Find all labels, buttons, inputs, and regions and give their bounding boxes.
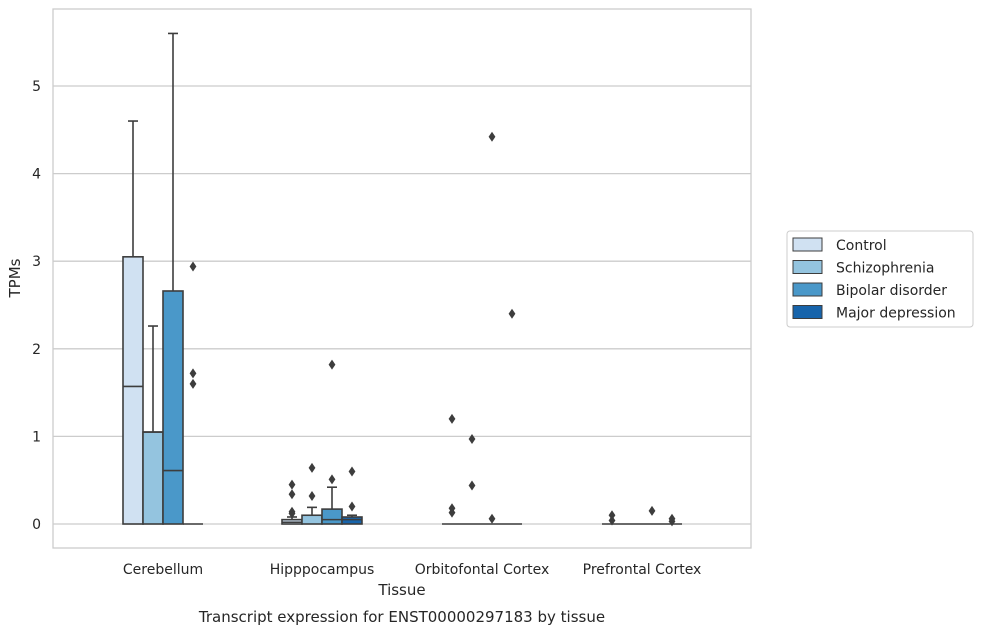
outlier-point bbox=[668, 513, 676, 524]
y-tick-label: 4 bbox=[32, 167, 41, 183]
outlier-point bbox=[308, 490, 316, 501]
outlier-point bbox=[189, 378, 197, 389]
y-tick-label: 2 bbox=[32, 342, 41, 358]
y-axis-label: TPMs bbox=[6, 258, 24, 298]
legend: Control Schizophrenia Bipolar disorder Majo… bbox=[786, 230, 974, 328]
outlier-point bbox=[288, 479, 296, 490]
x-axis-ticks: Cerebellum Hipppocampus Orbitofontal Corte… bbox=[123, 562, 701, 578]
y-tick-label: 5 bbox=[32, 79, 41, 95]
y-tick-label: 0 bbox=[32, 517, 41, 533]
legend-frame bbox=[786, 230, 974, 328]
y-tick-label: 3 bbox=[32, 254, 41, 270]
outlier-point bbox=[189, 261, 197, 272]
legend-label: Control bbox=[836, 238, 887, 254]
outlier-point bbox=[328, 474, 336, 485]
outlier-point bbox=[448, 413, 456, 424]
legend-label: Major depression bbox=[836, 306, 956, 322]
outlier-point bbox=[328, 359, 336, 370]
outlier-point bbox=[448, 503, 456, 514]
outlier-point bbox=[348, 501, 356, 512]
chart-caption: Transcript expression for ENST0000029718… bbox=[198, 608, 605, 626]
outlier-point bbox=[189, 368, 197, 379]
outlier-point bbox=[308, 462, 316, 473]
box bbox=[301, 514, 323, 525]
box bbox=[122, 256, 144, 525]
outlier-point bbox=[608, 515, 616, 526]
legend-label: Bipolar disorder bbox=[836, 283, 947, 299]
box bbox=[162, 290, 184, 525]
y-axis-ticks: 0 1 2 3 4 5 bbox=[32, 79, 41, 533]
legend-label: Schizophrenia bbox=[836, 261, 934, 277]
outlier-point bbox=[288, 489, 296, 500]
legend-swatch bbox=[792, 282, 823, 297]
legend-swatch bbox=[792, 237, 823, 252]
legend-swatch bbox=[792, 260, 823, 274]
outlier-point bbox=[348, 466, 356, 477]
x-tick-label: Orbitofontal Cortex bbox=[415, 562, 550, 578]
outlier-point bbox=[608, 510, 616, 521]
y-tick-label: 1 bbox=[32, 429, 41, 445]
box-plot-series bbox=[122, 32, 682, 527]
outlier-point bbox=[468, 434, 476, 445]
box bbox=[142, 431, 164, 525]
box bbox=[321, 508, 343, 525]
outlier-point bbox=[468, 480, 476, 491]
outlier-point bbox=[288, 506, 296, 517]
x-tick-label: Hipppocampus bbox=[270, 562, 375, 578]
x-axis-label: Tissue bbox=[377, 581, 425, 599]
x-tick-label: Prefrontal Cortex bbox=[583, 562, 702, 578]
x-tick-label: Cerebellum bbox=[123, 562, 203, 578]
legend-swatch bbox=[792, 305, 823, 319]
outlier-point bbox=[488, 131, 496, 142]
outlier-point bbox=[508, 308, 516, 319]
outlier-point bbox=[488, 513, 496, 524]
plot-frame bbox=[52, 8, 752, 549]
outlier-point bbox=[648, 505, 656, 516]
box bbox=[341, 516, 363, 525]
